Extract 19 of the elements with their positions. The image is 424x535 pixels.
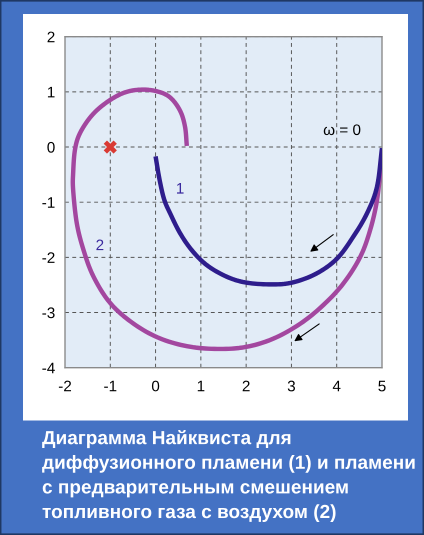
y-tick-label: -2 bbox=[42, 252, 55, 263]
y-tick-label: -1 bbox=[42, 197, 55, 208]
x-tick-label: 0 bbox=[152, 380, 160, 392]
x-tick-label: 1 bbox=[198, 380, 204, 392]
x-tick-label: 3 bbox=[288, 380, 296, 392]
annotation: ω = 0 bbox=[324, 124, 360, 136]
y-tick-label: 2 bbox=[48, 32, 55, 42]
x-tick-label: -1 bbox=[104, 380, 116, 392]
y-tick-label: -4 bbox=[42, 362, 55, 374]
x-tick-label: 4 bbox=[332, 380, 341, 392]
x-tick-label: -2 bbox=[58, 380, 72, 392]
series-label: 1 bbox=[176, 183, 184, 194]
x-tick-label: 5 bbox=[378, 380, 386, 392]
series-label: 2 bbox=[96, 240, 104, 250]
y-tick-label: 0 bbox=[47, 142, 55, 153]
y-tick-label: 1 bbox=[48, 86, 55, 98]
x-tick-label: 2 bbox=[242, 380, 250, 392]
y-tick-label: -3 bbox=[42, 307, 55, 318]
text: Диаграмма Найквиста для диффузионного пламени (1) и пламени с предварительным смешением топливного газа с воздухом (2) bbox=[42, 430, 415, 522]
